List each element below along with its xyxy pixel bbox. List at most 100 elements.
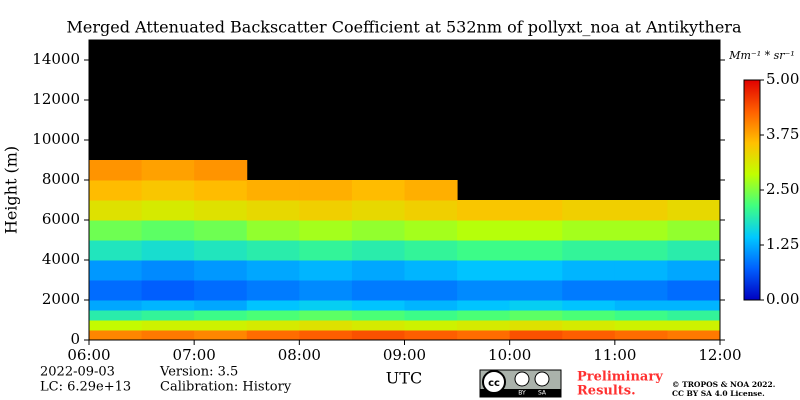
heatmap-cell: [457, 260, 511, 281]
colorbar-tick-label: 2.50: [766, 180, 799, 198]
calibration: Calibration: History: [160, 380, 292, 395]
heatmap-cell: [194, 320, 248, 331]
heatmap-cell: [351, 310, 405, 321]
x-tick-label: 11:00: [593, 346, 636, 364]
heatmap-cell: [89, 220, 143, 241]
heatmap-cell: [509, 260, 563, 281]
heatmap-cell: [457, 300, 511, 311]
lc: LC: 6.29e+13: [40, 380, 131, 395]
heatmap-cell: [562, 220, 616, 241]
heatmap-cell: [667, 310, 721, 321]
heatmap-cell: [404, 260, 458, 281]
x-tick-label: 12:00: [698, 346, 741, 364]
colorbar-tick-label: 0.00: [766, 290, 799, 308]
heatmap-cell: [509, 280, 563, 301]
heatmap-cell: [351, 260, 405, 281]
heatmap-cell: [351, 280, 405, 301]
heatmap-cell: [299, 320, 353, 331]
colorbar-tick-label: 5.00: [766, 70, 799, 88]
heatmap-cell: [299, 280, 353, 301]
heatmap-cell: [351, 300, 405, 311]
heatmap-cell: [299, 300, 353, 311]
x-tick-label: 10:00: [488, 346, 531, 364]
heatmap-cell: [299, 240, 353, 261]
heatmap-cell: [141, 310, 195, 321]
version: Version: 3.5: [159, 365, 238, 380]
heatmap-cell: [509, 220, 563, 241]
heatmap-cell: [89, 280, 143, 301]
badge-sa: SA: [538, 390, 547, 397]
heatmap-cell: [614, 320, 668, 331]
heatmap-cell: [562, 320, 616, 331]
preliminary: Results.: [577, 384, 636, 399]
heatmap-cell: [404, 300, 458, 311]
heatmap-cell: [457, 330, 511, 341]
heatmap-cell: [351, 220, 405, 241]
y-axis-label: Height (m): [2, 146, 21, 234]
heatmap-cell: [141, 200, 195, 221]
heatmap-cell: [246, 320, 300, 331]
heatmap-cell: [614, 240, 668, 261]
heatmap-cell: [404, 200, 458, 221]
heatmap-cell: [246, 180, 300, 201]
heatmap-cell: [246, 280, 300, 301]
heatmap-cell: [194, 260, 248, 281]
heatmap-cell: [141, 240, 195, 261]
y-tick-label: 8000: [42, 170, 80, 188]
heatmap-cell: [351, 320, 405, 331]
heatmap-cell: [562, 280, 616, 301]
heatmap-cell: [141, 320, 195, 331]
heatmap-cell: [194, 160, 248, 181]
y-tick-label: 2000: [42, 290, 80, 308]
heatmap-cell: [141, 300, 195, 311]
heatmap-cell: [351, 330, 405, 341]
colorbar: [743, 79, 761, 301]
heatmap-cell: [89, 180, 143, 201]
heatmap-cell: [89, 310, 143, 321]
colorbar-label: Mm⁻¹ * sr⁻¹: [728, 49, 795, 62]
y-tick-label: 0: [70, 330, 80, 348]
heatmap-cell: [404, 330, 458, 341]
heatmap-cell: [562, 260, 616, 281]
heatmap-cell: [299, 200, 353, 221]
heatmap-cell: [141, 260, 195, 281]
heatmap-cell: [194, 180, 248, 201]
heatmap-cell: [562, 200, 616, 221]
heatmap-cell: [509, 320, 563, 331]
heatmap-cell: [246, 310, 300, 321]
heatmap-cell: [404, 180, 458, 201]
heatmap-cell: [614, 330, 668, 341]
heatmap-cell: [141, 330, 195, 341]
y-tick-label: 6000: [42, 210, 80, 228]
heatmap-cell: [457, 200, 511, 221]
heatmap-cell: [562, 300, 616, 311]
heatmap-cell: [351, 180, 405, 201]
heatmap-cell: [351, 240, 405, 261]
chart-title: Merged Attenuated Backscatter Coefficien…: [67, 18, 742, 37]
heatmap-cell: [404, 240, 458, 261]
heatmap-cell: [667, 240, 721, 261]
x-tick-label: 06:00: [67, 346, 110, 364]
heatmap-cell: [457, 240, 511, 261]
x-axis-label: UTC: [386, 369, 422, 388]
copyright: © TROPOS & NOA 2022.: [672, 380, 775, 389]
heatmap-cell: [299, 260, 353, 281]
heatmap-cell: [299, 310, 353, 321]
heatmap-cell: [141, 220, 195, 241]
heatmap-cell: [562, 240, 616, 261]
heatmap-cell: [404, 320, 458, 331]
heatmap-cell: [667, 330, 721, 341]
heatmap-cell: [194, 240, 248, 261]
heatmap-cell: [246, 220, 300, 241]
heatmap-cell: [89, 240, 143, 261]
copyright: CC BY SA 4.0 License.: [672, 389, 765, 398]
heatmap-cell: [246, 330, 300, 341]
heatmap-cell: [667, 320, 721, 331]
heatmap-cell: [457, 220, 511, 241]
heatmap-cell: [614, 220, 668, 241]
x-tick-label: 08:00: [278, 346, 321, 364]
heatmap-cell: [667, 280, 721, 301]
colorbar-tick-label: 3.75: [766, 125, 799, 143]
heatmap-cell: [246, 240, 300, 261]
heatmap: [89, 160, 721, 341]
